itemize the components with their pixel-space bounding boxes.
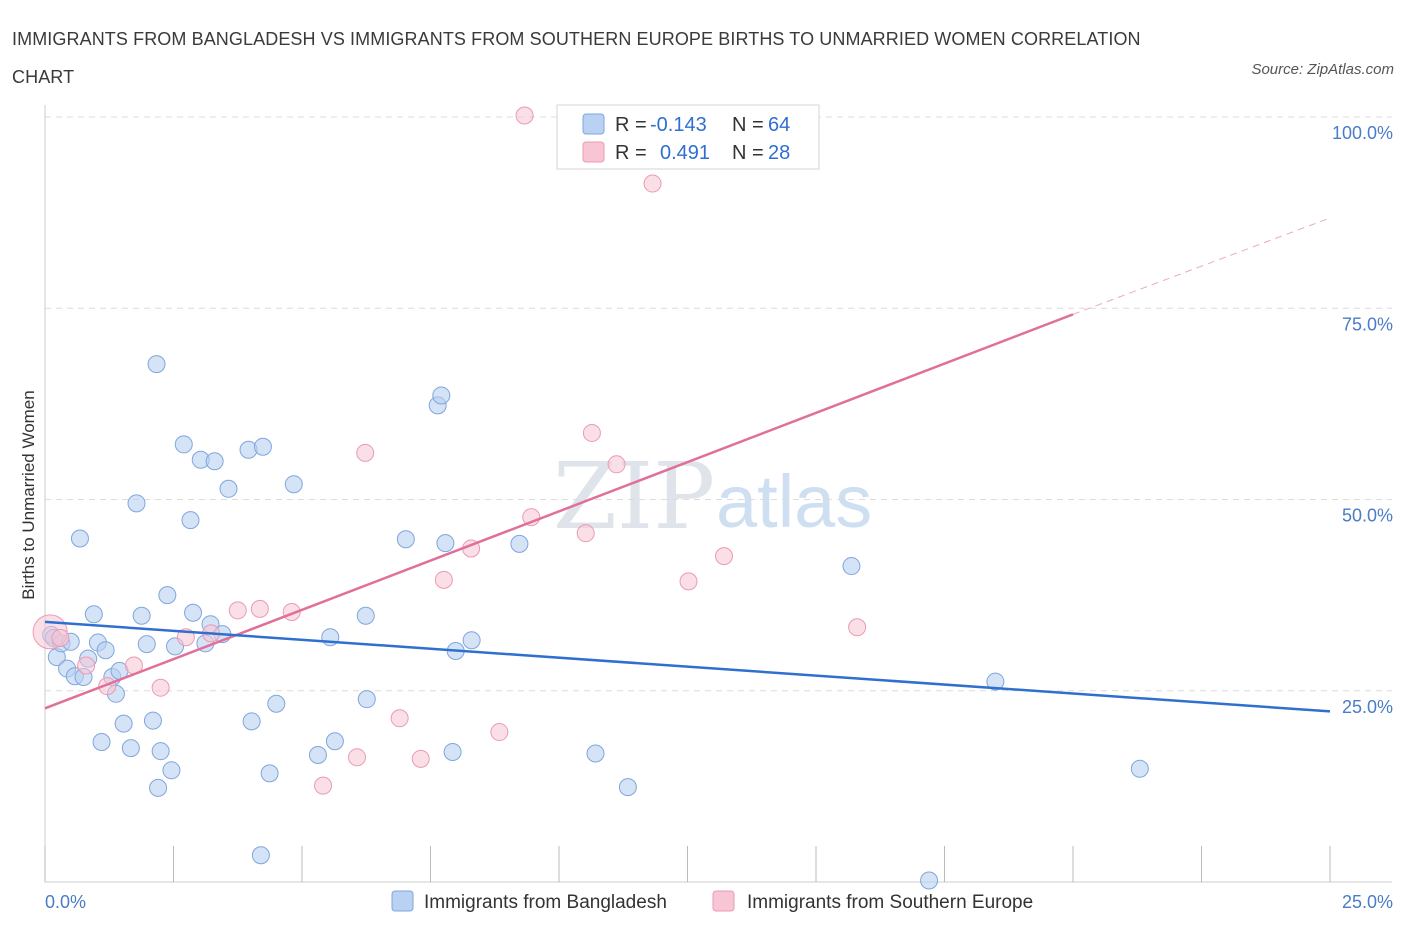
stats-r-value-2: 0.491 (660, 142, 710, 164)
stats-r-label-1: R = (615, 114, 647, 136)
data-point-bangladesh (242, 712, 261, 731)
data-point-bangladesh (147, 355, 166, 374)
data-point-bangladesh (205, 452, 224, 471)
data-point-southern-europe (714, 547, 733, 566)
data-point-bangladesh (510, 534, 529, 553)
x-tick-labels: 0.0% 25.0% (45, 892, 1393, 912)
y-tick-label: 100.0% (1332, 123, 1393, 143)
gridlines (45, 116, 1392, 692)
data-point-bangladesh (842, 557, 861, 576)
data-point-southern-europe (582, 423, 601, 442)
data-point-southern-europe (77, 656, 96, 675)
data-point-southern-europe (576, 524, 595, 543)
data-point-bangladesh (162, 761, 181, 780)
stats-n-value-2: 28 (768, 142, 790, 164)
data-point-southern-europe (228, 601, 247, 620)
data-point-bangladesh (149, 778, 168, 797)
data-point-southern-europe (490, 723, 509, 742)
x-tick-label: 0.0% (45, 892, 86, 912)
data-point-bangladesh (219, 479, 238, 498)
data-point-southern-europe (151, 678, 170, 697)
stats-n-value-1: 64 (768, 114, 790, 136)
trend-line-southern-europe (44, 313, 1074, 710)
axes (44, 105, 1392, 883)
y-tick-label: 50.0% (1342, 506, 1393, 526)
legend-swatch-bangladesh (391, 890, 414, 912)
data-point-southern-europe (515, 106, 534, 125)
data-point-bangladesh (151, 742, 170, 761)
data-point-bangladesh (267, 694, 286, 713)
legend-swatch-southern-europe (712, 890, 735, 912)
series-southern-europe-points (32, 106, 867, 795)
stats-swatch-pink (582, 141, 605, 163)
data-point-bangladesh (308, 746, 327, 765)
chart-title: IMMIGRANTS FROM BANGLADESH VS IMMIGRANTS… (12, 29, 1141, 87)
data-point-bangladesh (462, 631, 481, 650)
stats-legend: R = -0.143 N = 64 R = 0.491 N = 28 (556, 104, 820, 170)
data-point-bangladesh (174, 435, 193, 454)
legend-label-southern-europe: Immigrants from Southern Europe (747, 892, 1033, 913)
legend-label-bangladesh: Immigrants from Bangladesh (424, 892, 667, 913)
data-point-southern-europe (356, 443, 375, 462)
stats-swatch-blue (582, 113, 605, 135)
data-point-bangladesh (114, 714, 133, 733)
data-point-southern-europe (411, 749, 430, 768)
stats-r-value-1: -0.143 (650, 114, 707, 136)
data-point-bangladesh (356, 606, 375, 625)
data-point-bangladesh (158, 586, 177, 605)
data-point-bangladesh (1130, 759, 1149, 778)
y-tick-label: 25.0% (1342, 697, 1393, 717)
data-point-bangladesh (284, 475, 303, 494)
trend-lines (44, 217, 1331, 713)
data-point-bangladesh (357, 690, 376, 709)
data-point-bangladesh (132, 606, 151, 625)
data-point-southern-europe (390, 709, 409, 728)
data-point-southern-europe (679, 572, 698, 591)
data-point-bangladesh (986, 672, 1005, 691)
trend-line-southern-europe-extension (1072, 217, 1331, 315)
data-point-southern-europe (314, 776, 333, 795)
y-tick-labels: 25.0% 50.0% 75.0% 100.0% (1332, 123, 1393, 717)
data-point-southern-europe (51, 628, 70, 647)
x-tick-label: 25.0% (1342, 892, 1393, 912)
bottom-legend: Immigrants from Bangladesh Immigrants fr… (391, 890, 1033, 913)
data-point-bangladesh (251, 846, 270, 865)
data-point-southern-europe (434, 570, 453, 589)
data-point-southern-europe (643, 174, 662, 193)
data-point-bangladesh (127, 494, 146, 513)
data-point-bangladesh (143, 711, 162, 730)
data-point-southern-europe (607, 455, 626, 474)
data-point-southern-europe (848, 618, 867, 637)
stats-n-label-2: N = (732, 142, 764, 164)
data-point-bangladesh (70, 529, 89, 548)
data-point-bangladesh (184, 603, 203, 622)
data-point-southern-europe (347, 748, 366, 767)
data-point-bangladesh (396, 530, 415, 549)
data-point-bangladesh (137, 635, 156, 654)
data-point-bangladesh (253, 437, 272, 456)
data-point-southern-europe (250, 599, 269, 618)
data-point-bangladesh (443, 742, 462, 761)
data-point-bangladesh (436, 534, 455, 553)
data-point-bangladesh (121, 739, 140, 758)
data-point-bangladesh (96, 641, 115, 660)
trend-line-bangladesh (44, 620, 1331, 713)
y-tick-label: 75.0% (1342, 314, 1393, 334)
source-label: Source: ZipAtlas.com (1251, 61, 1394, 78)
data-point-bangladesh (92, 733, 111, 752)
data-point-bangladesh (432, 386, 451, 405)
data-point-bangladesh (260, 764, 279, 783)
data-point-bangladesh (325, 732, 344, 751)
data-point-bangladesh (920, 871, 939, 890)
watermark-atlas: atlas (716, 460, 872, 543)
y-axis-title: Births to Unmarried Women (19, 390, 38, 599)
data-point-bangladesh (181, 511, 200, 530)
series-bangladesh-points (42, 355, 1149, 890)
data-point-bangladesh (618, 778, 637, 797)
stats-r-label-2: R = (615, 142, 647, 164)
stats-n-label-1: N = (732, 114, 764, 136)
data-point-bangladesh (586, 744, 605, 763)
data-point-bangladesh (84, 605, 103, 624)
